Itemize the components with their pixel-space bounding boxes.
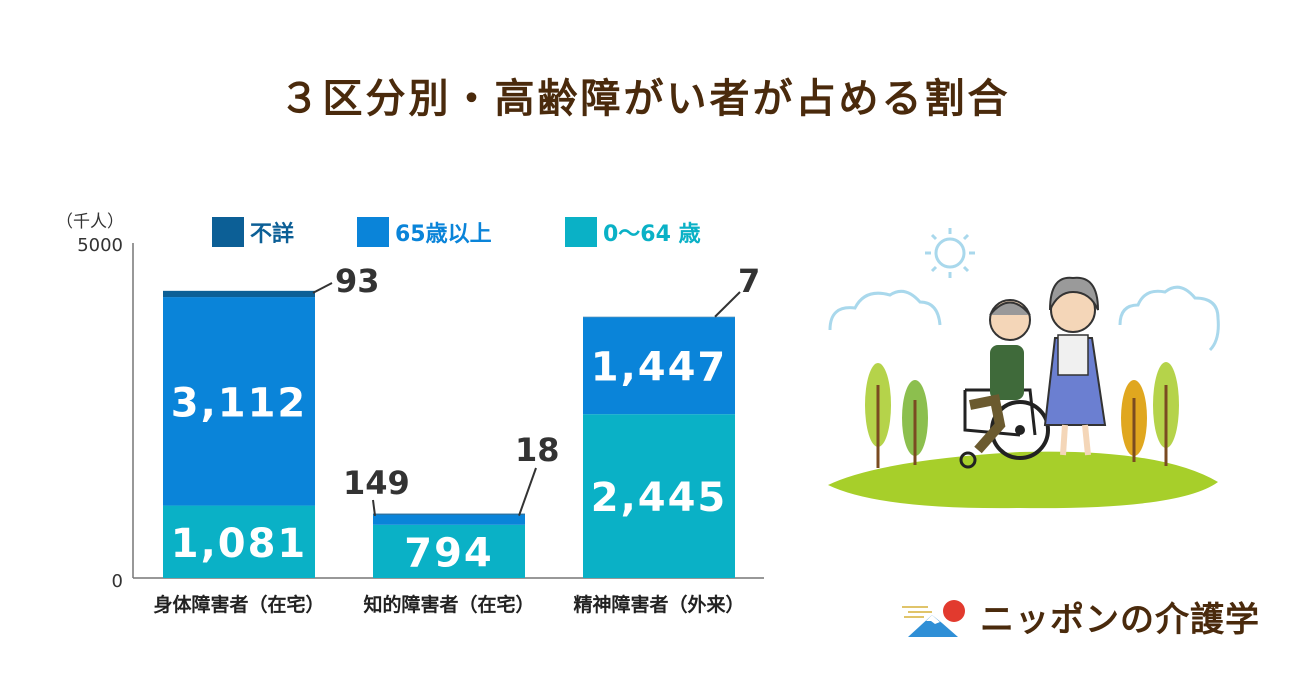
chart-title: ３区分別・高齢障がい者が占める割合 bbox=[279, 76, 1011, 122]
x-category-label: 知的障害者（在宅） bbox=[363, 593, 534, 616]
caregiver-woman bbox=[1043, 276, 1107, 456]
callout-line bbox=[372, 499, 376, 516]
legend-swatch-unknown bbox=[212, 217, 244, 247]
bar-segment-unknown bbox=[163, 290, 315, 298]
legend-label-unknown: 不詳 bbox=[250, 222, 295, 247]
cloud-icon-right bbox=[1118, 285, 1220, 352]
y-unit-label: （千人） bbox=[56, 212, 124, 232]
callout-line bbox=[714, 291, 741, 318]
bar-value-label: 1,447 bbox=[591, 345, 728, 391]
legend-label-over65: 65歳以上 bbox=[395, 222, 492, 247]
legend-swatch-over65 bbox=[357, 217, 389, 247]
bar-value-label: 149 bbox=[343, 464, 410, 502]
bar-value-label: 93 bbox=[335, 262, 380, 300]
tree-icon bbox=[865, 362, 1179, 468]
y-tick-label: 5000 bbox=[77, 235, 123, 256]
bar-segment-over65 bbox=[373, 514, 525, 525]
brand-name: ニッポンの介護学 bbox=[980, 600, 1260, 640]
bar-segment-unknown bbox=[373, 513, 525, 515]
bar-segment-over65 bbox=[163, 297, 315, 506]
bar-value-label: 3,112 bbox=[171, 380, 308, 426]
bar-value-label: 18 bbox=[515, 431, 560, 469]
grass-hill bbox=[828, 451, 1218, 509]
legend-item-unknown: 不詳 bbox=[212, 217, 294, 247]
elderly-wheelchair-illustration bbox=[828, 228, 1220, 509]
bar-value-label: 794 bbox=[404, 530, 494, 576]
bar-segment-under65 bbox=[163, 505, 315, 578]
sun-icon bbox=[925, 228, 975, 278]
brand-logo: ニッポンの介護学 bbox=[902, 592, 1260, 641]
bar-value-label: 7 bbox=[738, 262, 760, 300]
bar-value-label: 1,081 bbox=[171, 521, 308, 567]
legend-label-under65: 0～64 歳 bbox=[603, 222, 701, 247]
legend-item-under65: 0～64 歳 bbox=[565, 217, 701, 247]
callout-line bbox=[312, 282, 333, 294]
bar-segment-under65 bbox=[373, 524, 525, 578]
x-category-label: 精神障害者（外来） bbox=[573, 593, 744, 616]
bar-segment-under65 bbox=[583, 414, 735, 578]
bar-value-label: 2,445 bbox=[591, 475, 728, 521]
callout-line bbox=[518, 467, 537, 516]
x-category-label: 身体障害者（在宅） bbox=[153, 593, 324, 616]
cloud-icon-left bbox=[828, 289, 942, 331]
mount-fuji-sun-icon bbox=[902, 599, 965, 637]
wheelchair-man bbox=[959, 299, 1050, 469]
legend-item-over65: 65歳以上 bbox=[357, 217, 492, 247]
bar-segment-over65 bbox=[583, 317, 735, 415]
stacked-bar-chart: 0 5000 1,081 3,112 93 身体障害者（在宅） 794 149 18 知的障害者（… bbox=[77, 235, 764, 616]
legend-swatch-under65 bbox=[565, 217, 597, 247]
y-tick-label: 0 bbox=[112, 571, 123, 592]
